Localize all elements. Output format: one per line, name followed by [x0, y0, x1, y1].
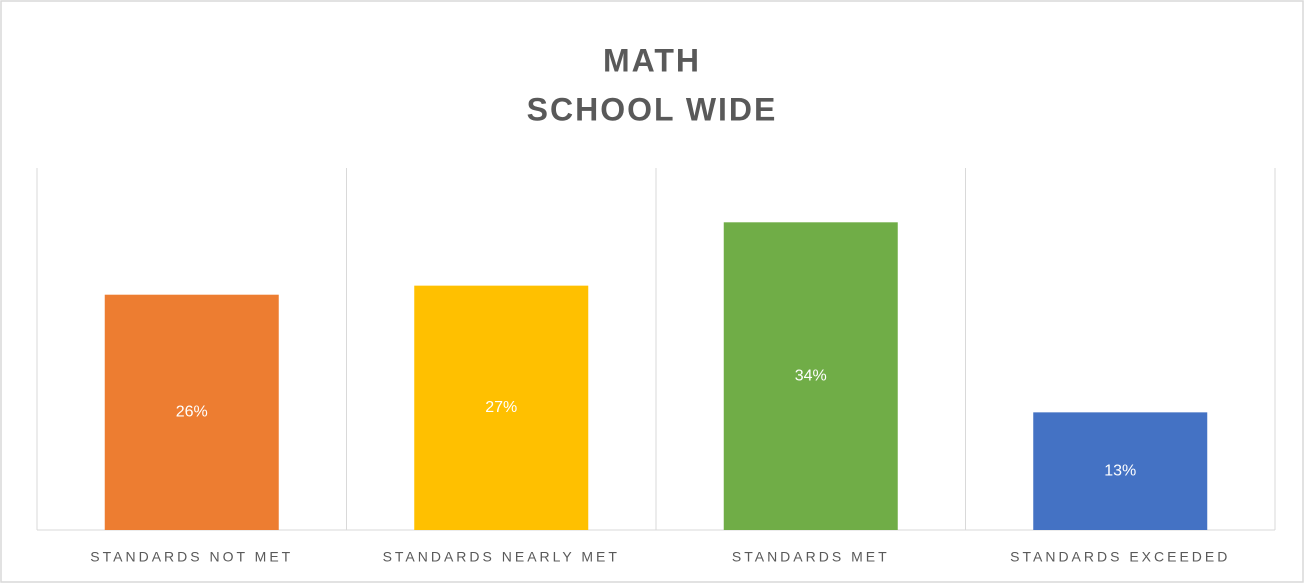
x-tick-label: STANDARDS EXCEEDED	[1010, 549, 1230, 565]
bar	[723, 222, 898, 531]
data-label: 27%	[485, 399, 517, 416]
data-label: 13%	[1104, 462, 1136, 479]
data-label: 26%	[176, 404, 208, 421]
bar	[1033, 412, 1208, 530]
chart-title: MATH	[603, 42, 701, 78]
x-tick-label: STANDARDS MET	[732, 549, 890, 565]
bar	[104, 294, 279, 530]
data-label: 34%	[795, 367, 827, 384]
x-tick-label: STANDARDS NEARLY MET	[383, 549, 620, 565]
chart-title: SCHOOL WIDE	[527, 91, 778, 127]
bar	[414, 285, 589, 530]
x-tick-label: STANDARDS NOT MET	[90, 549, 293, 565]
